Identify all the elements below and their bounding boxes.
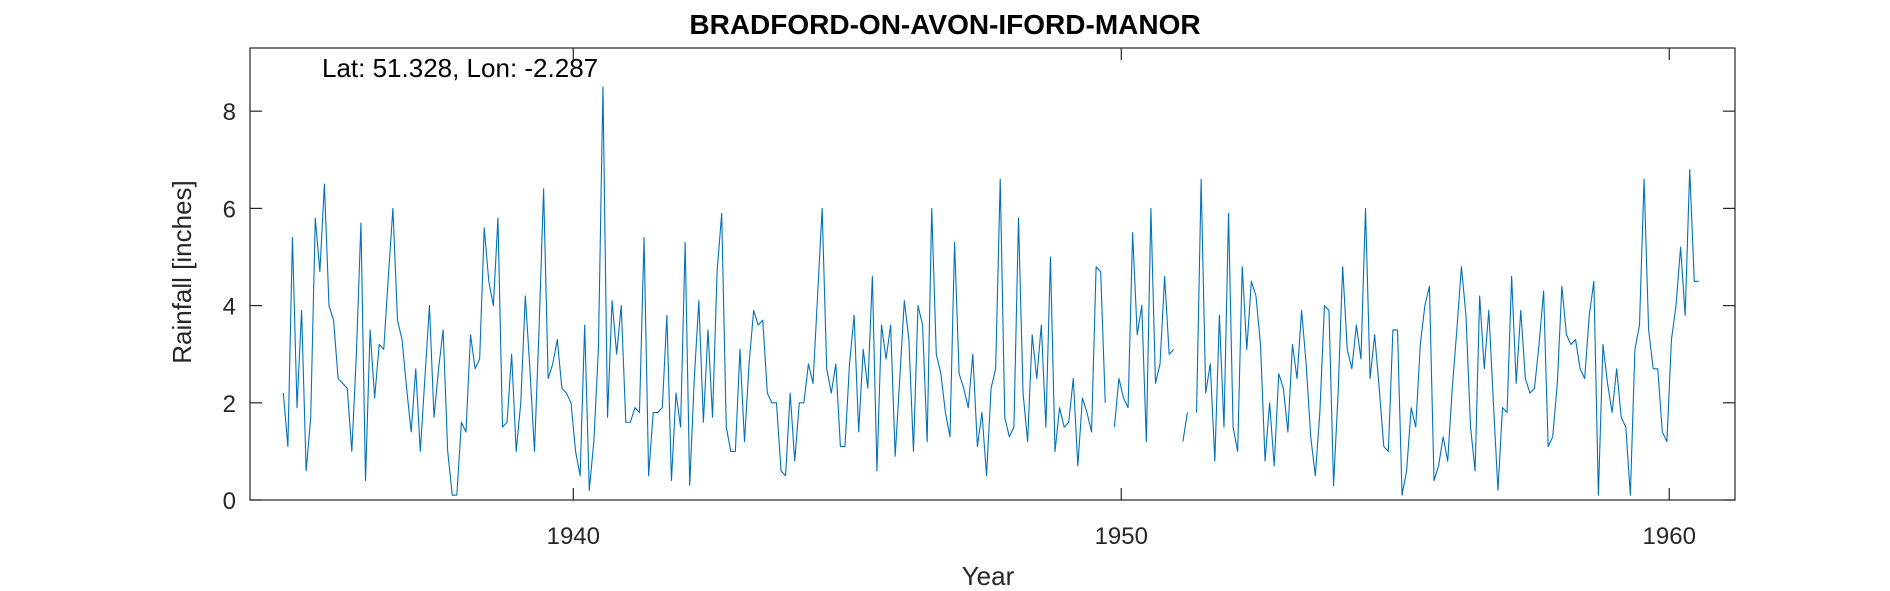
x-tick-label: 1950 (1095, 523, 1148, 550)
chart-title: BRADFORD-ON-AVON-IFORD-MANOR (689, 9, 1200, 40)
plot-area: 0 2 4 6 8 1940 1950 1960 (223, 47, 1736, 550)
x-tick-label: 1940 (547, 523, 600, 550)
y-axis-title: Rainfall [inches] (167, 180, 197, 364)
rainfall-series-line (282, 86, 1699, 496)
y-tick-label: 4 (223, 294, 236, 321)
x-axis-title: Year (962, 561, 1015, 591)
x-tick-label: 1960 (1643, 523, 1696, 550)
axes-box (249, 47, 1736, 501)
y-tick-label: 8 (223, 99, 236, 126)
y-tick-label: 2 (223, 391, 236, 418)
y-tick-label: 6 (223, 196, 236, 223)
location-annotation: Lat: 51.328, Lon: -2.287 (322, 53, 598, 83)
y-tick-label: 0 (223, 488, 236, 515)
